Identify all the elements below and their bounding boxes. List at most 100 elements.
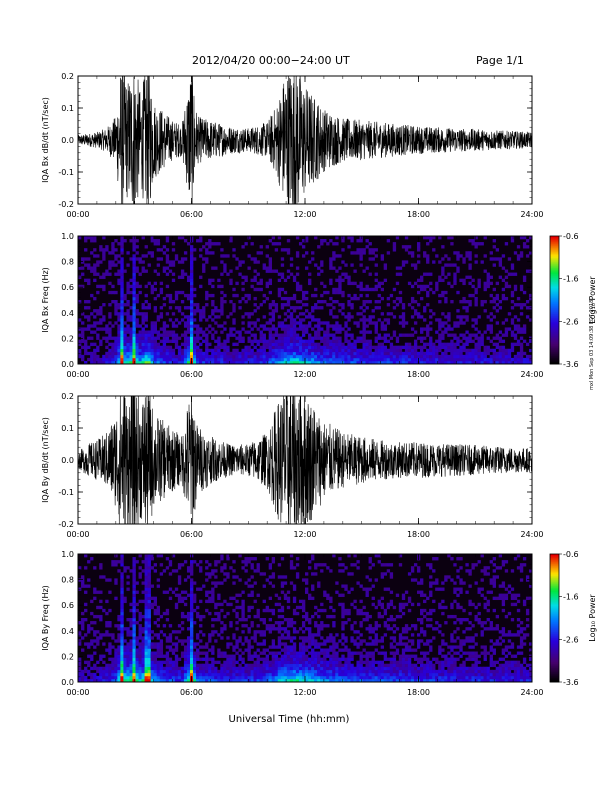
colorbar-step [550, 600, 559, 603]
y-tick-label: 0.0 [61, 360, 74, 369]
colorbar-step [550, 336, 559, 339]
colorbar-step [550, 604, 559, 607]
colorbar-step [550, 334, 559, 337]
colorbar-step [550, 560, 559, 563]
y-tick-label: -0.1 [58, 488, 74, 497]
colorbar-step [550, 302, 559, 305]
colorbar-step [550, 248, 559, 251]
colorbar-step [550, 620, 559, 623]
colorbar-step [550, 624, 559, 627]
colorbar-step [550, 566, 559, 569]
colorbar-step [550, 236, 559, 239]
x-tick-label: 06:00 [180, 210, 203, 219]
colorbar-step [550, 610, 559, 613]
panel-4: 1.0 0.8 0.6 0.4 0.2 0.000:00 06:00 12:00 18:00 24… [41, 550, 597, 697]
colorbar-step [550, 636, 559, 639]
colorbar-step [550, 606, 559, 609]
y-tick-label: 0.6 [61, 283, 74, 292]
colorbar-step [550, 628, 559, 631]
colorbar-step [550, 576, 559, 579]
colorbar-step [550, 304, 559, 307]
colorbar-step [550, 638, 559, 641]
colorbar-step [550, 242, 559, 245]
colorbar-step [550, 260, 559, 263]
panel-1: 0.2 0.1 0.0 -0.1 -0.200:00 06:00 12:00 18:00 24:… [41, 72, 544, 219]
y-axis-label: IQA Bx Freq (Hz) [41, 267, 50, 333]
colorbar-step [550, 572, 559, 575]
colorbar-step [550, 668, 559, 671]
y-tick-label: 0.0 [61, 456, 74, 465]
x-tick-label: 18:00 [407, 370, 430, 379]
x-tick-label: 00:00 [66, 530, 89, 539]
page-number: Page 1/1 [476, 54, 524, 67]
colorbar-step [550, 352, 559, 355]
colorbar-step [550, 680, 559, 683]
colorbar-step [550, 618, 559, 621]
colorbar-step [550, 284, 559, 287]
x-tick-label: 12:00 [293, 530, 316, 539]
y-tick-label: 0.2 [61, 334, 74, 343]
colorbar-step [550, 350, 559, 353]
x-tick-label: 06:00 [180, 530, 203, 539]
colorbar-step [550, 360, 559, 363]
colorbar-step [550, 596, 559, 599]
x-tick-label: 12:00 [293, 210, 316, 219]
x-tick-label: 24:00 [520, 688, 543, 697]
colorbar-step [550, 586, 559, 589]
colorbar-label: Log₁₀ Power [588, 276, 597, 324]
colorbar-step [550, 632, 559, 635]
colorbar-step [550, 556, 559, 559]
colorbar-step [550, 634, 559, 637]
colorbar-tick-label: -0.6 [563, 550, 579, 559]
colorbar-step [550, 608, 559, 611]
colorbar-step [550, 676, 559, 679]
x-tick-label: 06:00 [180, 688, 203, 697]
colorbar-step [550, 654, 559, 657]
colorbar-step [550, 308, 559, 311]
y-tick-label: 1.0 [61, 232, 74, 241]
colorbar-step [550, 580, 559, 583]
colorbar-step [550, 320, 559, 323]
colorbar-step [550, 298, 559, 301]
colorbar-step [550, 274, 559, 277]
colorbar-step [550, 244, 559, 247]
y-tick-label: 0.6 [61, 601, 74, 610]
colorbar-step [550, 640, 559, 643]
colorbar-step [550, 262, 559, 265]
colorbar-tick-label: -1.6 [563, 275, 579, 284]
colorbar-step [550, 252, 559, 255]
y-axis-label: IQA By Freq (Hz) [41, 585, 50, 651]
colorbar-step [550, 340, 559, 343]
signal-trace [78, 396, 532, 524]
colorbar-step [550, 238, 559, 241]
colorbar-step [550, 268, 559, 271]
colorbar-step [550, 314, 559, 317]
colorbar-step [550, 246, 559, 249]
colorbar-step [550, 614, 559, 617]
colorbar-step [550, 590, 559, 593]
y-tick-label: 0.8 [61, 576, 74, 585]
colorbar-step [550, 588, 559, 591]
x-tick-label: 12:00 [293, 370, 316, 379]
y-tick-label: -0.1 [58, 168, 74, 177]
y-tick-label: 0.4 [61, 627, 74, 636]
colorbar-frame [549, 553, 560, 683]
colorbar-step [550, 674, 559, 677]
colorbar-step [550, 316, 559, 319]
colorbar-step [550, 276, 559, 279]
colorbar-step [550, 594, 559, 597]
colorbar-tick-label: -3.6 [563, 678, 579, 687]
y-tick-label: 0.0 [61, 136, 74, 145]
colorbar-step [550, 650, 559, 653]
colorbar-label: Log₁₀ Power [588, 594, 597, 642]
colorbar-step [550, 278, 559, 281]
y-tick-label: 0.2 [61, 72, 74, 81]
y-axis-label: IQA By dB/dt (nT/sec) [41, 417, 50, 503]
colorbar-step [550, 558, 559, 561]
colorbar-step [550, 670, 559, 673]
colorbar-step [550, 258, 559, 261]
colorbar-step [550, 598, 559, 601]
colorbar-step [550, 250, 559, 253]
colorbar-step [550, 672, 559, 675]
